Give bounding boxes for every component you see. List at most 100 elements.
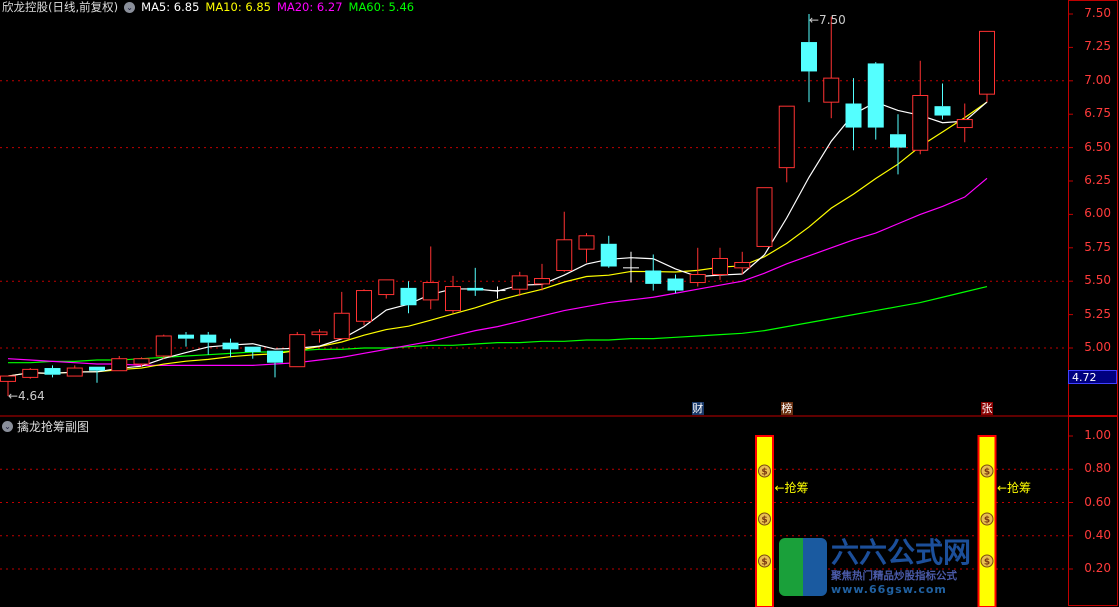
candle-up (712, 257, 728, 276)
candle-up (578, 235, 595, 250)
candle-up (511, 275, 528, 290)
candle-up (133, 358, 150, 365)
price-tick-label: 5.00 (1084, 340, 1111, 354)
sub-chart-title: 擒龙抢筹副图 (17, 420, 90, 434)
sub-tick-label: 0.80 (1084, 461, 1111, 476)
candle-up (378, 279, 395, 296)
ma60-label: MA60: 5.46 (348, 0, 415, 14)
money-bag-icon (980, 554, 994, 568)
candle-down (801, 42, 817, 72)
sub-tick-label: 0.40 (1084, 527, 1111, 542)
candle-up (422, 282, 439, 301)
sub-tick-label: 1.00 (1084, 428, 1111, 442)
candle-up (289, 334, 306, 368)
logo-name: 六六公式网 (831, 536, 972, 569)
money-bag-icon (980, 512, 994, 526)
candle-down (600, 243, 617, 267)
candle-down (178, 334, 194, 339)
event-mark[interactable]: 榜 (780, 402, 793, 415)
chevron-down-icon[interactable]: ⌄ (2, 421, 13, 432)
candle-up (534, 278, 550, 285)
candle-down (200, 334, 217, 343)
money-bag-icon (758, 512, 771, 526)
money-bag-icon: $ (984, 558, 990, 568)
candle-up (22, 368, 39, 378)
price-tick-label: 7.50 (1084, 6, 1111, 20)
candle-up (111, 358, 128, 372)
candle-up (333, 312, 350, 340)
ma5-label: MA5: 6.85 (141, 0, 200, 14)
candle-up (445, 286, 461, 312)
candle-up (311, 331, 328, 336)
candle-down (44, 368, 61, 375)
money-bag-icon: $ (984, 516, 990, 526)
price-tick-label: 5.25 (1084, 306, 1111, 321)
money-bag-icon: $ (761, 516, 767, 526)
event-mark[interactable]: 财 (691, 402, 704, 415)
price-tick-label: 7.00 (1084, 72, 1111, 87)
price-tick-label: 5.75 (1084, 239, 1111, 254)
price-tick-label: 7.25 (1084, 39, 1111, 54)
stock-title: 欣龙控股(日线,前复权) (2, 0, 119, 14)
candle-up (0, 375, 16, 382)
price-tick-label: 6.75 (1084, 106, 1111, 121)
money-bag-icon: $ (984, 468, 990, 478)
sub-axis-frame (1068, 416, 1118, 606)
signal-label: ←抢筹 (997, 481, 1032, 495)
candle-up (556, 239, 573, 272)
candle-down (934, 106, 951, 116)
candle-up (956, 119, 973, 129)
ma10-line (7, 101, 988, 377)
high-price-annotation: ←7.50 (809, 13, 846, 27)
ma5-line (7, 101, 988, 377)
candle-down (222, 342, 239, 350)
price-tick-label: 6.25 (1084, 173, 1111, 187)
candle-down (244, 346, 261, 353)
candle-down (867, 63, 884, 128)
candle-down (89, 366, 105, 371)
logo-slogan: 聚焦热门精品炒股指标公式 (831, 570, 957, 582)
logo-icon (779, 538, 827, 596)
low-price-annotation: ←4.64 (8, 389, 45, 403)
watermark-logo: 六六公式网 聚焦热门精品炒股指标公式 www.66gsw.com (779, 538, 971, 596)
candle-up (66, 367, 83, 377)
sub-chart-header: ⌄ 擒龙抢筹副图 (2, 418, 89, 435)
price-axis-frame (1068, 0, 1118, 416)
candle-up (689, 274, 706, 284)
candle-down (267, 350, 283, 363)
candle-down (400, 287, 417, 306)
event-mark[interactable]: 张 (981, 402, 993, 415)
candle-up (823, 77, 840, 103)
money-bag-icon (980, 464, 994, 478)
main-chart-header: 欣龙控股(日线,前复权) ⌄ MA5: 6.85 MA10: 6.85 MA20… (2, 0, 414, 14)
candle-up (734, 261, 751, 269)
chevron-down-icon[interactable]: ⌄ (124, 1, 136, 13)
candle-up (778, 105, 795, 169)
last-price-badge: 4.72 (1068, 370, 1117, 384)
candle-down (890, 134, 906, 148)
ma20-label: MA20: 6.27 (276, 0, 343, 14)
money-bag-icon (758, 554, 771, 568)
ma20-line (7, 177, 988, 366)
price-tick-label: 6.00 (1084, 206, 1111, 221)
candle-up (912, 94, 929, 151)
candle-down (645, 270, 662, 284)
candle-down (845, 103, 862, 128)
candle-up (356, 290, 372, 322)
price-tick-label: 5.50 (1084, 273, 1111, 288)
candle-down (467, 287, 484, 291)
candle-up (979, 30, 995, 95)
money-bag-icon (758, 464, 771, 478)
logo-site: www.66gsw.com (831, 583, 947, 596)
candle-down (667, 278, 684, 291)
money-bag-icon: $ (761, 558, 767, 568)
candle-up (155, 335, 172, 357)
sub-tick-label: 0.60 (1084, 494, 1111, 509)
price-tick-label: 6.50 (1084, 139, 1111, 154)
money-bag-icon: $ (761, 468, 767, 478)
ma10-label: MA10: 6.85 (205, 0, 271, 14)
sub-tick-label: 0.20 (1084, 561, 1111, 575)
signal-label: ←抢筹 (774, 481, 809, 495)
candle-up (756, 187, 773, 247)
